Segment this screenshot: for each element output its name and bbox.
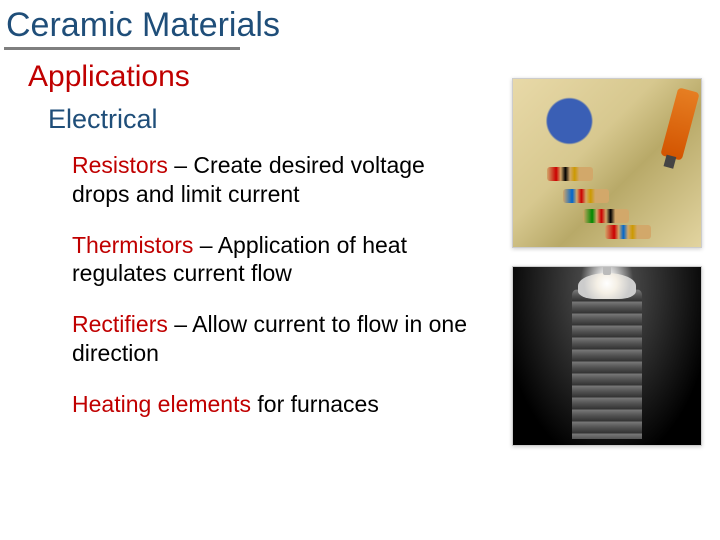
resistor-icon: [563, 189, 609, 203]
list-item: Thermistors – Application of heat regula…: [0, 231, 480, 289]
item-desc: for furnaces: [251, 391, 379, 417]
pen-icon: [660, 87, 699, 160]
item-term: Rectifiers: [72, 311, 168, 337]
slide-title: Ceramic Materials: [0, 0, 720, 47]
title-underline: [4, 47, 240, 50]
item-term: Thermistors: [72, 232, 193, 258]
item-term: Heating elements: [72, 391, 251, 417]
item-term: Resistors: [72, 152, 168, 178]
resistor-icon: [547, 167, 593, 181]
list-item: Heating elements for furnaces: [0, 390, 480, 419]
resistors-photo: [512, 78, 702, 248]
image-column: [512, 78, 702, 446]
resistor-icon: [605, 225, 651, 239]
sparkplug-photo: [512, 266, 702, 446]
list-item: Resistors – Create desired voltage drops…: [0, 151, 480, 209]
plug-tip-icon: [603, 266, 611, 275]
plug-insulator-icon: [578, 273, 636, 299]
list-item: Rectifiers – Allow current to flow in on…: [0, 310, 480, 368]
plug-body-icon: [572, 289, 642, 439]
resistor-icon: [583, 209, 629, 223]
